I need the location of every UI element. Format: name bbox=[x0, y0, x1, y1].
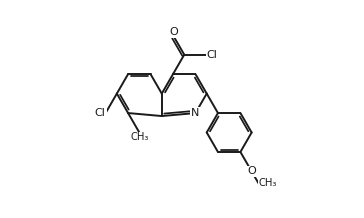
Text: N: N bbox=[191, 108, 200, 118]
Text: O: O bbox=[170, 27, 178, 37]
Text: CH₃: CH₃ bbox=[130, 133, 149, 143]
Text: CH₃: CH₃ bbox=[258, 178, 277, 188]
Text: Cl: Cl bbox=[207, 50, 218, 60]
Text: O: O bbox=[247, 166, 256, 176]
Text: Cl: Cl bbox=[95, 108, 106, 118]
